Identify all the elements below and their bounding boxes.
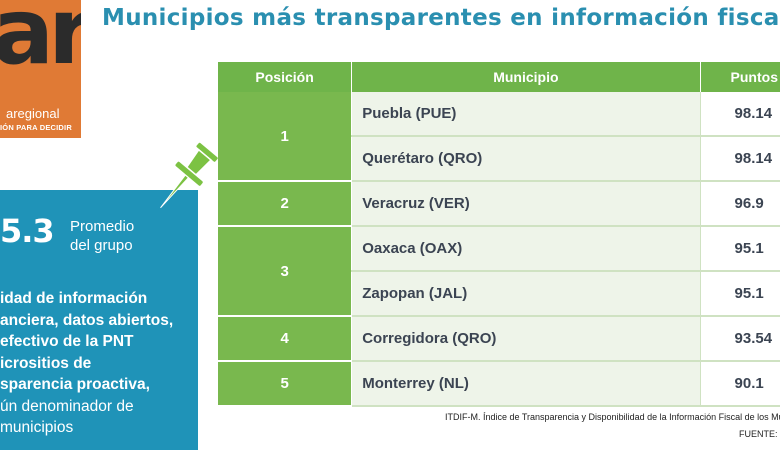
logo-tagline: IÓN PARA DECIDIR [0, 123, 72, 132]
table-header-row: Posición Municipio Puntos [218, 62, 780, 92]
table-row: Querétaro (QRO) 98.14 [218, 136, 780, 182]
municipality-cell: Monterrey (NL) [351, 361, 701, 407]
source-note: ITDIF-M. Índice de Transparencia y Dispo… [445, 412, 780, 422]
table-row: 4 Corregidora (QRO) 93.54 [218, 316, 780, 362]
table-row: 3 Oaxaca (OAX) 95.1 [218, 226, 780, 317]
average-label-line-2: del grupo [70, 237, 133, 254]
points-cell: 98.14 [700, 92, 780, 137]
description-line: municipios [0, 419, 74, 436]
table-row: 2 Veracruz (VER) 96.9 [218, 181, 780, 227]
source-credit: FUENTE: a [739, 429, 780, 439]
points-cell: 93.54 [700, 316, 780, 362]
description-line: icrositios de [0, 354, 92, 372]
average-label: Promedio del grupo [70, 217, 160, 255]
municipality-cell: Puebla (PUE) [351, 92, 701, 137]
points-cell: 96.9 [700, 181, 780, 227]
description-line: efectivo de la PNT [0, 333, 134, 350]
position-cell: 4 [218, 316, 353, 362]
description-line: ún denominador de [0, 397, 134, 415]
position-cell: 1 [218, 92, 353, 182]
description-line: anciera, datos abiertos, [0, 311, 174, 329]
points-cell: 95.1 [700, 226, 780, 272]
column-header-position: Posición [218, 62, 353, 92]
municipality-cell: Corregidora (QRO) [351, 316, 701, 362]
description-line: sparencia proactiva, [0, 376, 150, 393]
position-cell: 2 [218, 181, 353, 227]
average-label-line-1: Promedio [70, 218, 135, 235]
table-row: 5 Monterrey (NL) 90.1 [218, 361, 780, 407]
municipality-cell: Querétaro (QRO) [351, 136, 701, 182]
page-title: Municipios más transparentes en informac… [102, 5, 780, 31]
ranking-table: Posición Municipio Puntos 1 Puebla (PUE)… [218, 62, 780, 407]
column-header-points: Puntos [700, 62, 780, 92]
panel-description: idad de información anciera, datos abier… [0, 288, 196, 439]
table-row: Zapopan (JAL) 95.1 [218, 271, 780, 317]
summary-panel: 5.3 Promedio del grupo idad de informaci… [0, 190, 198, 450]
points-cell: 90.1 [700, 361, 780, 407]
logo-mark: ar. [0, 0, 81, 85]
position-cell: 3 [218, 226, 353, 317]
column-header-municipality: Municipio [351, 62, 701, 92]
pushpin-icon [160, 141, 218, 209]
municipality-cell: Zapopan (JAL) [351, 271, 701, 317]
logo-name: aregional [6, 106, 60, 121]
table-row: 1 Puebla (PUE) 98.14 [218, 92, 780, 182]
average-score: 5.3 [0, 212, 55, 250]
municipality-cell: Veracruz (VER) [351, 181, 701, 227]
logo: ar. aregional IÓN PARA DECIDIR [0, 0, 81, 138]
position-cell: 5 [218, 361, 353, 407]
municipality-cell: Oaxaca (OAX) [351, 226, 701, 272]
description-line: idad de información [0, 290, 148, 307]
points-cell: 95.1 [700, 271, 780, 317]
points-cell: 98.14 [700, 136, 780, 182]
